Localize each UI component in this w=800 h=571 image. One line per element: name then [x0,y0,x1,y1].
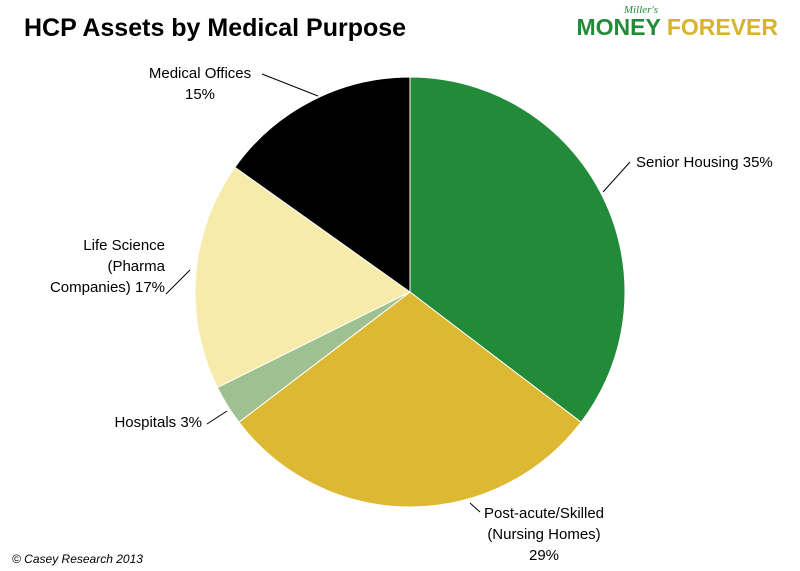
logo-main-text: MONEY FOREVER [576,14,778,40]
pie-slice-life-science-pharma-companies [194,166,411,389]
slice-label-line: Companies) 17% [50,279,165,296]
leader-line [469,502,481,513]
slice-label-line: 15% [185,86,215,103]
leader-line [165,269,191,295]
slice-label-line: Post-acute/Skilled [484,505,604,522]
pie-slice-post-acute-skilled-nursing-homes [238,291,582,508]
pie-slice-senior-housing [409,76,626,423]
chart-title: HCP Assets by Medical Purpose [24,14,407,42]
slice-label-line: 29% [529,547,559,564]
slice-label: Life Science (Pharma Companies) 17% [50,237,166,296]
leader-line [206,410,228,425]
slice-label-line: Hospitals 3% [114,414,202,431]
slice-label-line: (Pharma [107,258,165,275]
brand-logo: Miller's MONEY FOREVER [576,4,778,40]
slice-label: Medical Offices 15% [149,65,251,103]
logo-small-text: Miller's [623,4,658,16]
slice-label: Senior Housing 35% [636,154,773,171]
logo-forever-text: FOREVER [666,14,778,40]
slice-label-line: (Nursing Homes) [487,526,600,543]
slice-label: Post-acute/Skilled (Nursing Homes) 29% [484,505,604,564]
leader-line [602,161,631,193]
leader-line [261,73,319,97]
slice-label-line: Medical Offices [149,65,251,82]
pie-slice-medical-offices [234,76,411,293]
copyright-credit: © Casey Research 2013 [12,552,143,566]
slice-label-line: Life Science [83,237,165,254]
slice-label-line: Senior Housing 35% [636,154,773,171]
logo-money-text: MONEY [576,14,661,40]
slice-label: Hospitals 3% [114,414,202,431]
